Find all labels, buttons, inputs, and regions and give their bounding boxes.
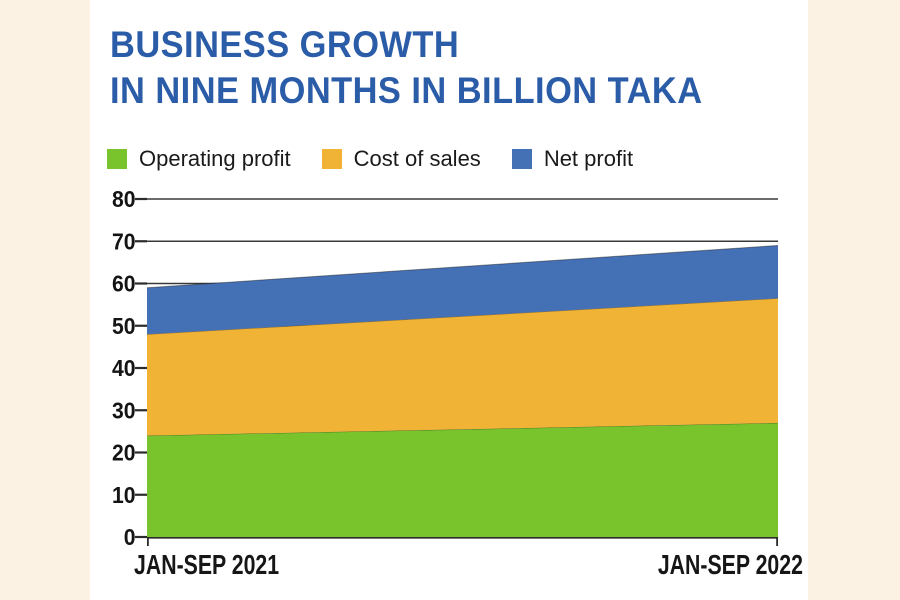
legend-item-cost-of-sales: Cost of sales [321,146,481,172]
legend-item-operating-profit: Operating profit [107,146,291,172]
y-tick-label-80: 80 [112,186,136,212]
stacked-area-chart: 0 10 20 30 40 50 60 70 80 [112,186,779,550]
y-tick-label-0: 0 [124,524,136,550]
chart-title-line1: BUSINESS GROWTH [110,24,460,65]
chart-card: BUSINESS GROWTH IN NINE MONTHS IN BILLIO… [90,0,808,600]
area-top-edge-net-profit [146,244,779,289]
chart-legend: Operating profit Cost of sales Net profi… [107,146,633,172]
legend-label-operating-profit: Operating profit [139,146,291,171]
legend-item-net-profit: Net profit [511,146,634,172]
legend-label-cost-of-sales: Cost of sales [353,146,481,171]
y-tick-label-70: 70 [112,228,136,254]
legend-swatch-cost-of-sales-icon [321,149,342,169]
y-tick-label-60: 60 [112,271,136,297]
y-tick-label-30: 30 [112,397,136,423]
y-tick-label-40: 40 [112,355,136,381]
legend-swatch-net-profit-icon [511,149,532,169]
areas-group [146,244,779,537]
chart-title-line2: IN NINE MONTHS IN BILLION TAKA [110,70,703,111]
y-tick-label-10: 10 [112,482,136,508]
area-operating-profit [147,422,778,537]
x-axis-label-jan-sep-2021: JAN-SEP 2021 [134,549,280,580]
area-net-profit [147,245,778,335]
area-cost-of-sales [147,298,778,436]
axis-group [135,197,778,546]
y-axis-labels-group: 0 10 20 30 40 50 60 70 80 [112,186,136,550]
legend-swatch-operating-profit-icon [107,149,127,169]
chart-title: BUSINESS GROWTH IN NINE MONTHS IN BILLIO… [110,22,703,114]
y-tick-label-20: 20 [112,440,136,466]
x-axis-label-jan-sep-2022: JAN-SEP 2022 [657,549,803,580]
y-tick-label-50: 50 [112,313,136,339]
legend-label-net-profit: Net profit [543,146,634,171]
